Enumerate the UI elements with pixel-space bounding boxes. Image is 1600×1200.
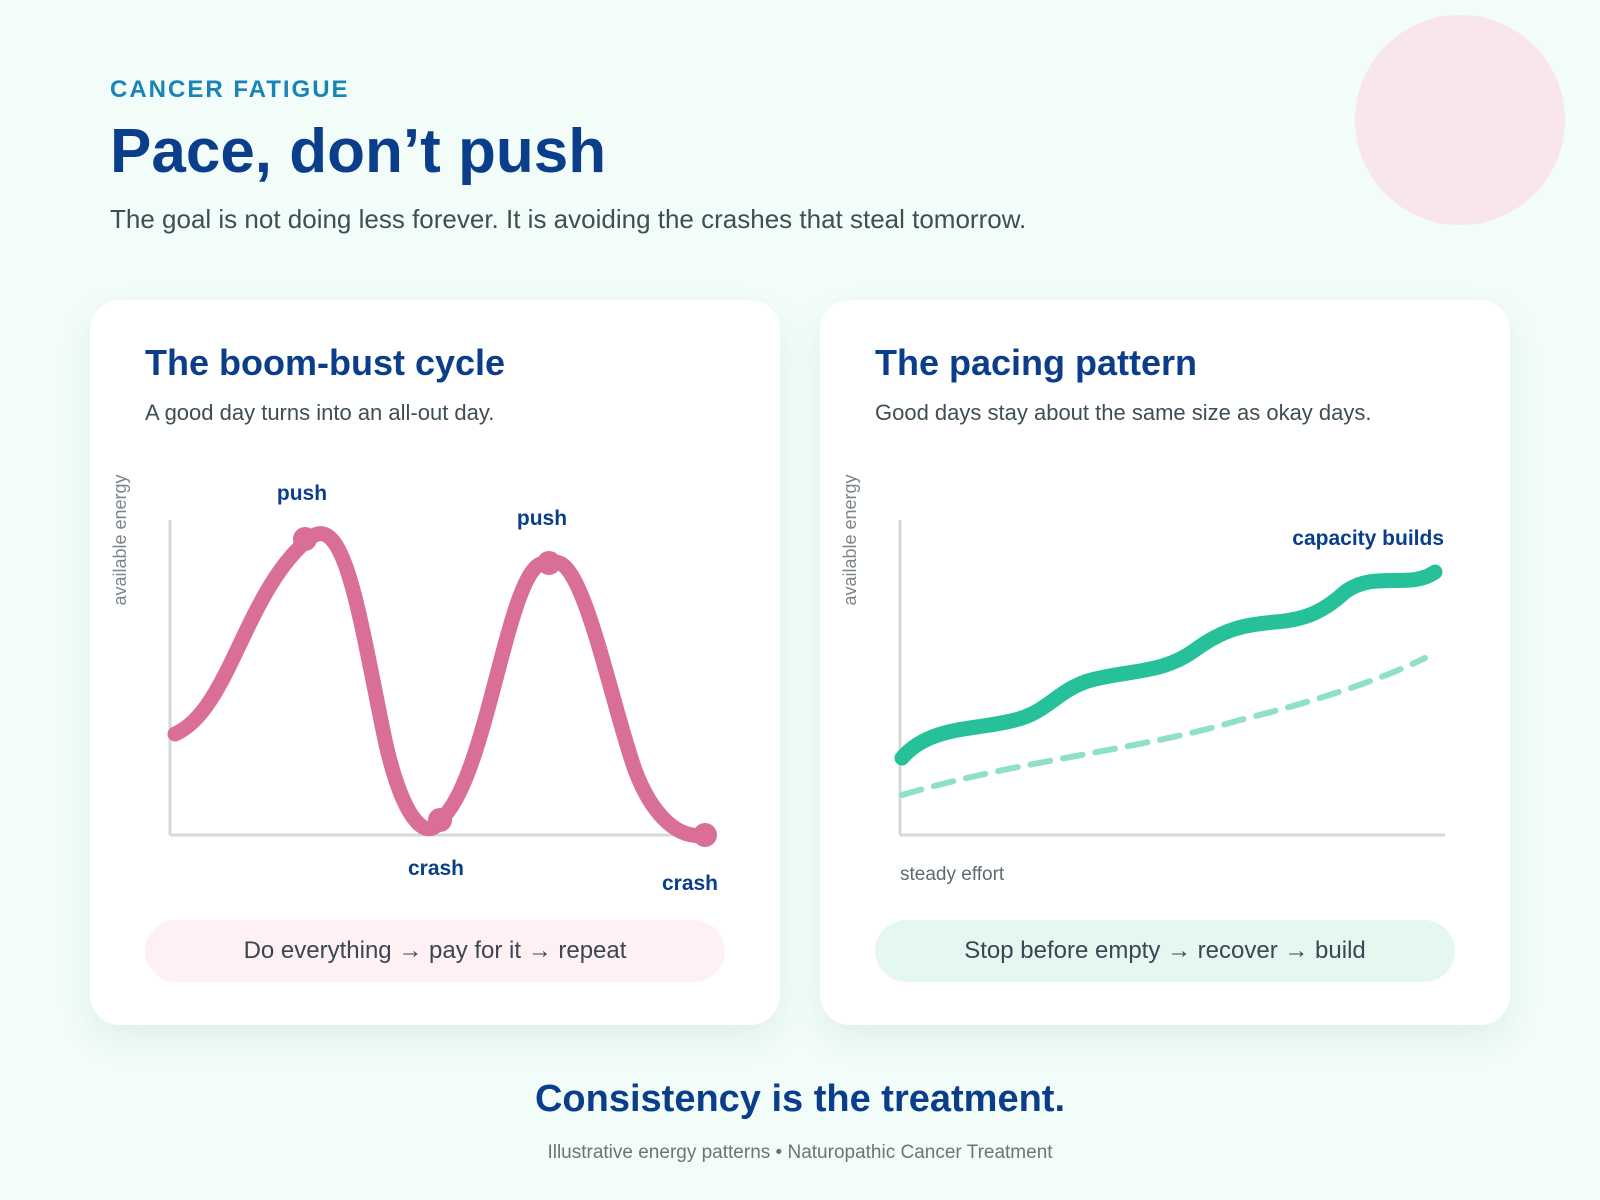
- card-title: The pacing pattern: [875, 342, 1198, 383]
- peak-marker: [293, 527, 317, 551]
- pacing-card: The pacing pattern Good days stay about …: [820, 300, 1510, 1025]
- push-annotation: push: [277, 482, 327, 505]
- boom-bust-diagram: available energy push crash push crash: [110, 474, 718, 895]
- crash-annotation: crash: [662, 872, 718, 895]
- push-annotation: push: [517, 507, 567, 530]
- card-description: Good days stay about the same size as ok…: [875, 400, 1372, 425]
- energy-curve: [167, 526, 713, 843]
- boom-bust-card: The boom-bust cycle A good day turns int…: [90, 300, 780, 1025]
- page-title: Pace, don’t push: [110, 117, 607, 186]
- summary-pill: Stop before empty → recover → build: [875, 920, 1455, 982]
- capacity-curve: [894, 564, 1443, 766]
- source-caption: Illustrative energy patterns • Naturopat…: [547, 1142, 1053, 1163]
- eyebrow-label: CANCER FATIGUE: [110, 76, 350, 103]
- summary-pill: Do everything → pay for it → repeat: [145, 920, 725, 982]
- capacity-annotation: capacity builds: [1292, 527, 1444, 550]
- pacing-diagram: available energy capacity builds steady …: [840, 474, 1445, 885]
- peak-marker: [537, 551, 561, 575]
- crash-annotation: crash: [408, 857, 464, 880]
- y-axis-label: available energy: [840, 474, 860, 605]
- crash-marker: [428, 808, 452, 832]
- page-subtitle: The goal is not doing less forever. It i…: [110, 204, 1027, 234]
- x-axis-label: steady effort: [900, 864, 1005, 885]
- y-axis-label: available energy: [110, 474, 130, 605]
- decorative-circle: [1355, 15, 1565, 225]
- crash-marker: [693, 823, 717, 847]
- baseline-dashed-curve: [899, 655, 1428, 798]
- card-title: The boom-bust cycle: [145, 342, 506, 383]
- conclusion-text: Consistency is the treatment.: [534, 1078, 1066, 1120]
- card-description: A good day turns into an all-out day.: [145, 400, 495, 425]
